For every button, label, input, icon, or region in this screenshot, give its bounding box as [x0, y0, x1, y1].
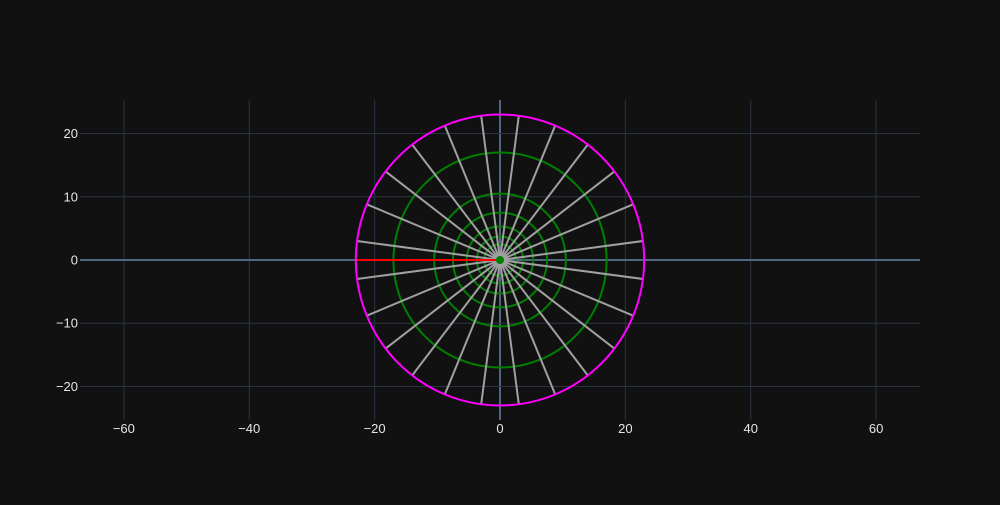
y-tick-label: −10	[56, 316, 78, 331]
spoke-line	[503, 259, 644, 280]
spoke-line	[502, 170, 615, 259]
y-tick-label: 20	[64, 126, 78, 141]
spoke-line	[502, 261, 615, 350]
spoke-line	[411, 143, 499, 258]
outer-circle	[354, 113, 646, 407]
x-tick-label: 60	[869, 421, 883, 436]
y-tick-label: 0	[71, 253, 78, 268]
spoke-line	[501, 143, 589, 258]
center-dot	[496, 256, 504, 264]
spoke-line	[503, 260, 634, 317]
spoke-line	[385, 170, 498, 259]
spoke-line	[503, 240, 644, 261]
spoke-line	[500, 263, 557, 395]
x-tick-label: 40	[744, 421, 758, 436]
spoke-line	[356, 259, 497, 280]
x-tick-label: 0	[496, 421, 503, 436]
spoke-line	[366, 203, 497, 260]
grid-layer	[80, 100, 920, 420]
spoke-line	[503, 203, 634, 260]
spoke-line	[499, 263, 520, 405]
x-tick-label: −60	[113, 421, 135, 436]
x-tick-label: −40	[238, 421, 260, 436]
y-tick-label: 10	[64, 189, 78, 204]
spoke-line	[366, 260, 497, 317]
spoke-line	[480, 263, 501, 405]
x-tick-label: −20	[364, 421, 386, 436]
axis-layer: −60 −40 −20 0 20 40 60 −20 −10 0 10 20	[56, 126, 883, 436]
plot-layer	[354, 113, 646, 407]
spoke-line	[443, 263, 500, 395]
y-tick-label: −20	[56, 379, 78, 394]
spoke-line	[385, 261, 498, 350]
spoke-line	[499, 115, 520, 257]
spoke-line	[356, 240, 497, 261]
x-tick-label: 20	[618, 421, 632, 436]
spoke-line	[411, 262, 499, 377]
spoke-line	[500, 125, 557, 257]
spoke-line	[443, 125, 500, 257]
spoke-line	[501, 262, 589, 377]
spoke-line	[480, 115, 501, 257]
